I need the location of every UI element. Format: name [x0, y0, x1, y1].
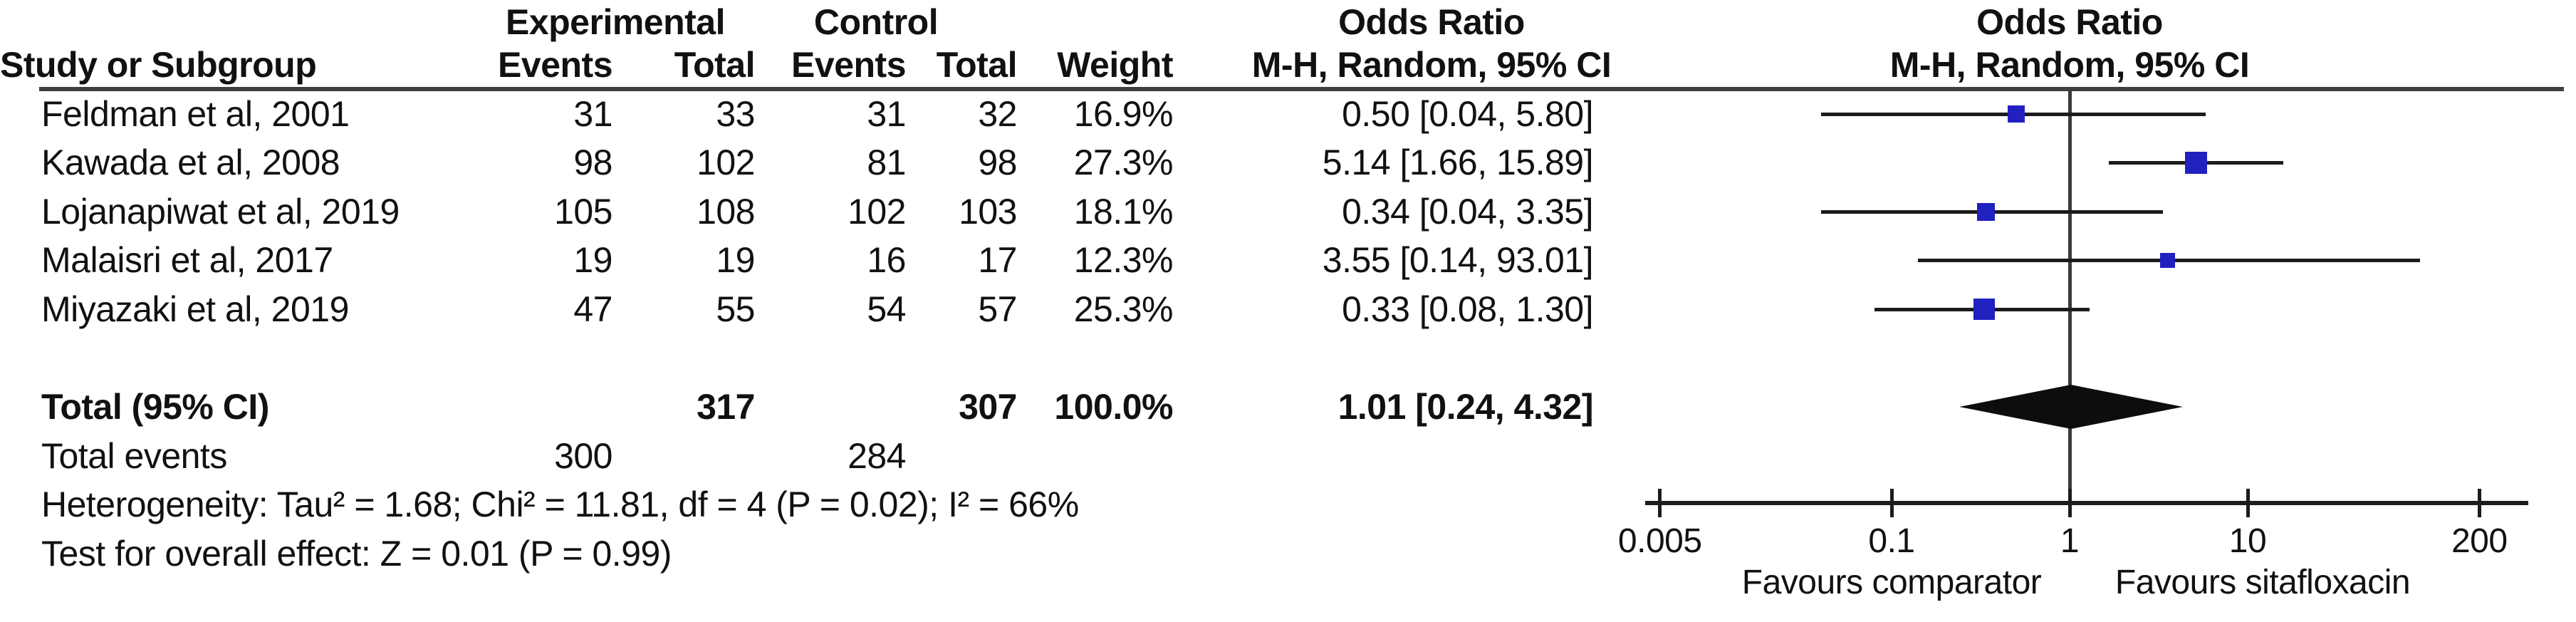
study-row: Feldman et al, 2001 31 33 31 32 16.9% 0.…	[0, 90, 2576, 138]
favours-left-label: Favours comparator	[1741, 564, 2042, 601]
header-control: Control	[813, 2, 939, 42]
exp-events-value: 19	[573, 240, 612, 280]
total-ctrl-total: 307	[959, 387, 1017, 427]
exp-total-value: 33	[716, 94, 755, 134]
ctrl-events-value: 54	[867, 289, 906, 329]
study-label: Kawada et al, 2008	[41, 142, 340, 182]
header-odds-ratio-left: Odds Ratio	[1338, 2, 1525, 42]
favours-right-label: Favours sitafloxacin	[2114, 564, 2411, 601]
study-label: Lojanapiwat et al, 2019	[41, 192, 400, 232]
ctrl-events-value: 16	[867, 240, 906, 280]
ctrl-total-value: 32	[978, 94, 1017, 134]
header-exp-events: Events	[498, 45, 612, 85]
ctrl-events-value: 81	[867, 142, 906, 182]
total-weight: 100.0%	[1054, 387, 1173, 427]
header-weight: Weight	[1057, 45, 1173, 85]
total-events-exp: 300	[554, 436, 612, 476]
overall-effect-row: Test for overall effect: Z = 0.01 (P = 0…	[0, 529, 2576, 578]
weight-value: 18.1%	[1073, 192, 1174, 232]
exp-total-value: 55	[716, 289, 755, 329]
ctrl-total-value: 103	[959, 192, 1017, 232]
or-ci-value: 0.33 [0.08, 1.30]	[1342, 289, 1593, 329]
exp-total-value: 108	[697, 192, 755, 232]
study-label: Malaisri et al, 2017	[41, 240, 333, 280]
header-ctrl-events: Events	[791, 45, 906, 85]
header-divider-rule	[39, 87, 2564, 91]
ctrl-total-value: 98	[978, 142, 1017, 182]
header-group-row: Experimental Control Odds Ratio Odds Rat…	[0, 0, 2576, 44]
study-label: Feldman et al, 2001	[41, 94, 350, 134]
exp-events-value: 47	[573, 289, 612, 329]
header-study-or-subgroup: Study or Subgroup	[0, 45, 317, 85]
total-events-label: Total events	[41, 436, 227, 476]
or-ci-value: 3.55 [0.14, 93.01]	[1322, 240, 1594, 280]
total-row: Total (95% CI) 317 307 100.0% 1.01 [0.24…	[0, 383, 2576, 431]
study-row: Malaisri et al, 2017 19 19 16 17 12.3% 3…	[0, 236, 2576, 284]
exp-total-value: 19	[716, 240, 755, 280]
total-events-ctrl: 284	[848, 436, 906, 476]
study-row: Miyazaki et al, 2019 47 55 54 57 25.3% 0…	[0, 285, 2576, 333]
total-label: Total (95% CI)	[41, 387, 269, 427]
header-ctrl-total: Total	[936, 45, 1018, 85]
exp-events-value: 105	[554, 192, 612, 232]
header-mh-random-ci-left: M-H, Random, 95% CI	[1251, 45, 1612, 85]
study-row: Lojanapiwat et al, 2019 105 108 102 103 …	[0, 187, 2576, 236]
heterogeneity-text: Heterogeneity: Tau² = 1.68; Chi² = 11.81…	[41, 484, 1079, 524]
ctrl-total-value: 17	[978, 240, 1017, 280]
study-row: Kawada et al, 2008 98 102 81 98 27.3% 5.…	[0, 138, 2576, 187]
weight-value: 27.3%	[1073, 142, 1174, 182]
header-experimental: Experimental	[505, 2, 726, 42]
or-ci-value: 0.34 [0.04, 3.35]	[1342, 192, 1593, 232]
overall-effect-text: Test for overall effect: Z = 0.01 (P = 0…	[41, 534, 672, 574]
or-ci-value: 5.14 [1.66, 15.89]	[1322, 142, 1594, 182]
ctrl-total-value: 57	[978, 289, 1017, 329]
header-odds-ratio-right: Odds Ratio	[1976, 2, 2163, 42]
exp-events-value: 98	[573, 142, 612, 182]
weight-value: 16.9%	[1073, 94, 1174, 134]
total-or-ci: 1.01 [0.24, 4.32]	[1337, 387, 1594, 427]
or-ci-value: 0.50 [0.04, 5.80]	[1342, 94, 1593, 134]
header-exp-total: Total	[674, 45, 756, 85]
ctrl-events-value: 31	[867, 94, 906, 134]
weight-value: 25.3%	[1073, 289, 1174, 329]
exp-total-value: 102	[697, 142, 755, 182]
ctrl-events-value: 102	[848, 192, 906, 232]
total-events-row: Total events 300 284	[0, 432, 2576, 480]
heterogeneity-row: Heterogeneity: Tau² = 1.68; Chi² = 11.81…	[0, 480, 2576, 529]
header-mh-random-ci-right: M-H, Random, 95% CI	[1889, 45, 2250, 85]
header-column-row: Study or Subgroup Events Total Events To…	[0, 43, 2576, 87]
weight-value: 12.3%	[1073, 240, 1174, 280]
study-label: Miyazaki et al, 2019	[41, 289, 349, 329]
exp-events-value: 31	[573, 94, 612, 134]
total-exp-total: 317	[697, 387, 755, 427]
